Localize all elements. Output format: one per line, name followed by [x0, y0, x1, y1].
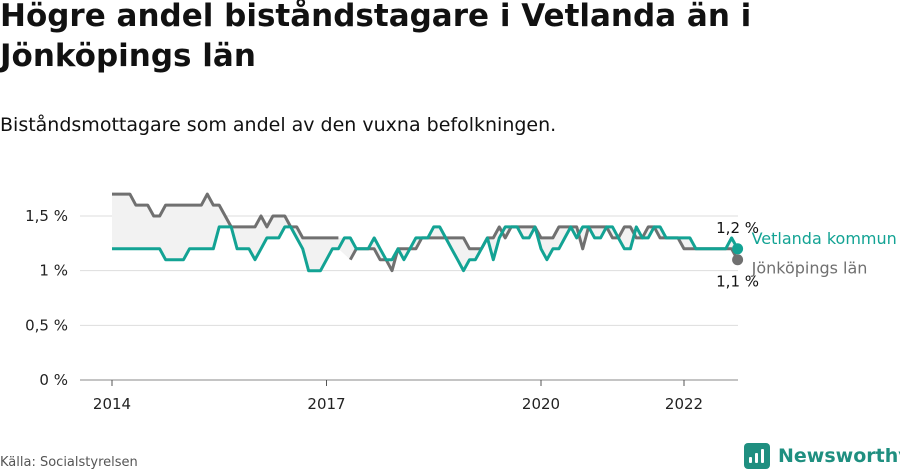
- x-tick-label: 2017: [307, 395, 345, 413]
- brand-name: Newsworthy: [778, 445, 900, 467]
- end-value-label-vetlanda: 1,2 %: [716, 219, 759, 237]
- x-tick-label: 2014: [93, 395, 131, 413]
- y-tick-label: 1 %: [39, 262, 68, 280]
- end-point-vetlanda-kommun: [732, 243, 744, 255]
- newsworthy-logo-icon: [744, 443, 770, 469]
- series-label-jonkopings-lan: Jönköpings län: [751, 259, 868, 278]
- x-tick-label: 2022: [665, 395, 703, 413]
- y-tick-label: 0 %: [39, 371, 68, 389]
- x-tick-label: 2020: [522, 395, 560, 413]
- source-note: Källa: Socialstyrelsen: [0, 455, 138, 470]
- series-line-vetlanda-kommun: [112, 225, 739, 273]
- chart-subtitle: Biståndsmottagare som andel av den vuxna…: [0, 114, 557, 136]
- difference-band: [112, 194, 738, 271]
- series-label-vetlanda-kommun: Vetlanda kommun: [752, 229, 897, 248]
- y-tick-label: 1,5 %: [25, 207, 68, 225]
- newsworthy-logo: Newsworthy: [744, 440, 900, 472]
- end-value-label-lan: 1,1 %: [716, 273, 759, 291]
- end-point-jonkopings-lan: [732, 254, 744, 266]
- chart-title: Högre andel biståndstagare i Vetlanda än…: [0, 0, 752, 74]
- y-tick-label: 0,5 %: [25, 316, 68, 334]
